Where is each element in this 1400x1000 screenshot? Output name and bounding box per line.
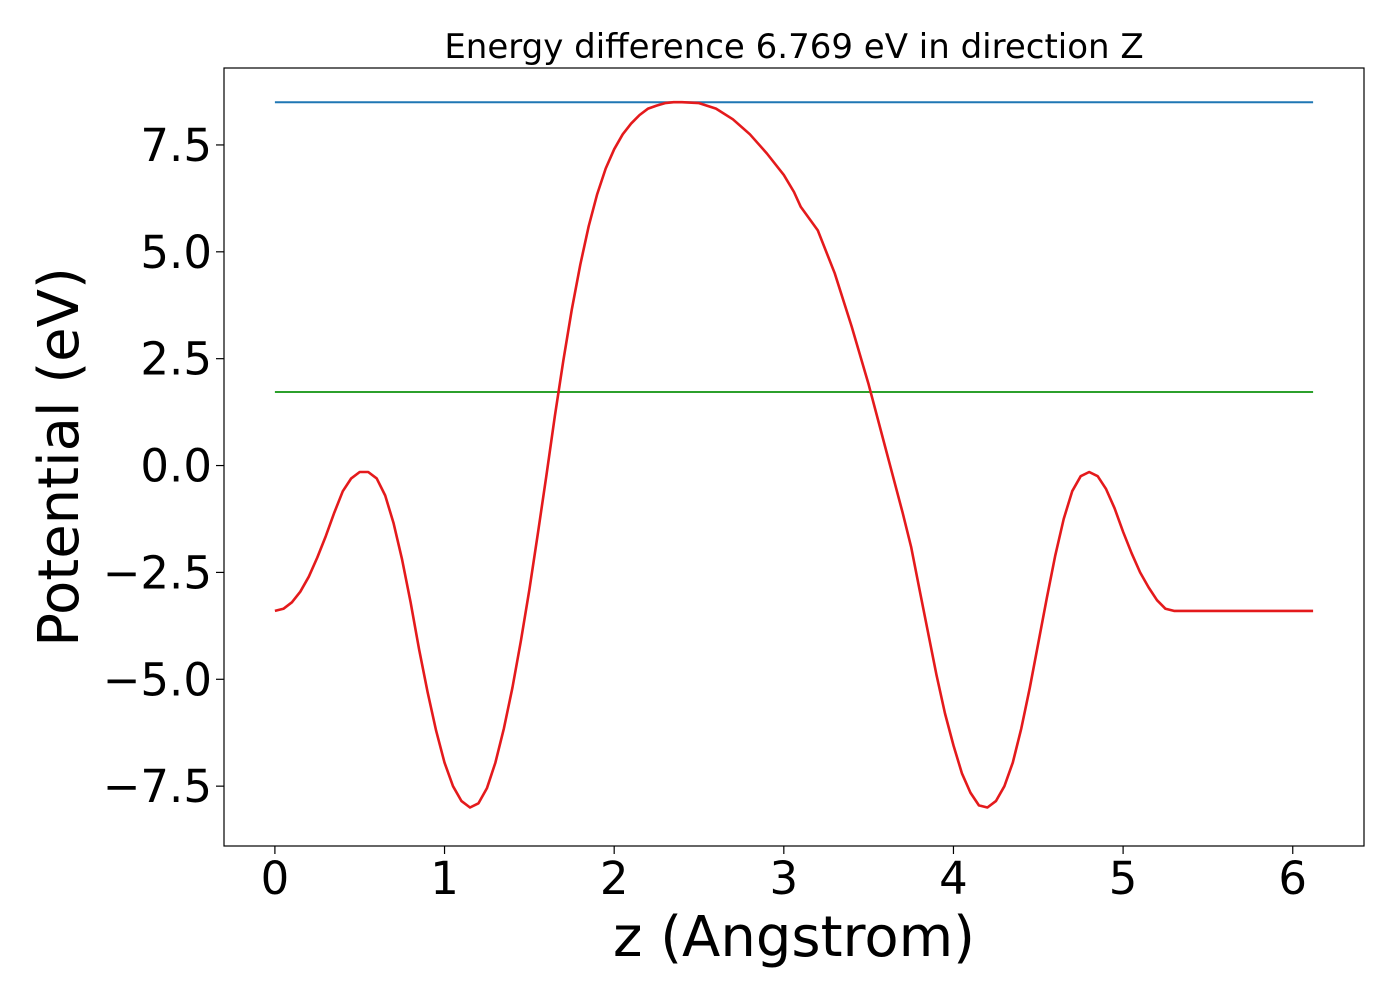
x-tick-label: 1 bbox=[430, 852, 459, 905]
y-axis: −7.5 −5.0 −2.5 0.0 2.5 5.0 7.5 bbox=[103, 119, 224, 813]
x-axis-label: z (Angstrom) bbox=[613, 905, 975, 970]
y-tick-label: −2.5 bbox=[103, 546, 212, 599]
y-tick-label: 2.5 bbox=[140, 333, 212, 386]
potential-curve bbox=[274, 100, 1314, 809]
x-tick-label: 3 bbox=[770, 852, 799, 905]
y-tick-label: 0.0 bbox=[140, 440, 212, 493]
x-tick-label: 5 bbox=[1109, 852, 1138, 905]
x-tick-label: 2 bbox=[600, 852, 629, 905]
y-tick-label: 7.5 bbox=[140, 119, 212, 172]
x-tick-label: 4 bbox=[939, 852, 968, 905]
x-axis: 0 1 2 3 4 5 6 bbox=[261, 846, 1307, 905]
y-axis-label: Potential (eV) bbox=[27, 267, 92, 647]
series-layer bbox=[274, 100, 1314, 809]
y-tick-label: −7.5 bbox=[103, 760, 212, 813]
y-tick-label: −5.0 bbox=[103, 653, 212, 706]
plot-area-frame bbox=[223, 67, 1365, 847]
y-tick-label: 5.0 bbox=[140, 226, 212, 279]
x-tick-label: 0 bbox=[261, 852, 290, 905]
x-tick-label: 6 bbox=[1278, 852, 1307, 905]
chart-title: Energy difference 6.769 eV in direction … bbox=[444, 27, 1143, 67]
